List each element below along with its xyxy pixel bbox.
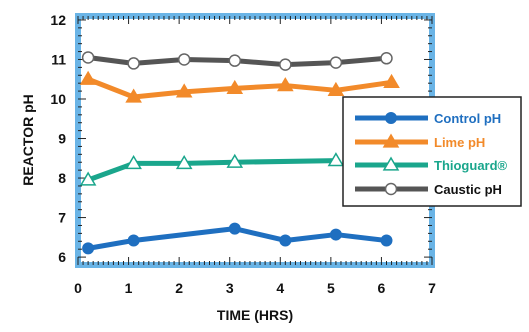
legend-label-control: Control pH — [434, 111, 501, 126]
data-point — [82, 242, 95, 255]
data-point — [79, 171, 97, 186]
legend-label-thioguard: Thioguard® — [434, 158, 508, 173]
data-point — [125, 88, 142, 103]
data-point — [380, 52, 393, 65]
x-tick-label: 3 — [226, 280, 234, 296]
legend-label-lime: Lime pH — [434, 135, 485, 150]
y-tick-label: 12 — [50, 12, 66, 28]
x-tick-label: 5 — [327, 280, 335, 296]
x-tick-label: 1 — [125, 280, 133, 296]
x-axis-title: TIME (HRS) — [217, 307, 293, 323]
y-tick-label: 8 — [58, 170, 66, 186]
legend-items — [355, 112, 428, 196]
legend-marker — [385, 112, 397, 124]
series-layer — [79, 51, 400, 255]
series-line — [87, 226, 387, 251]
data-point — [177, 53, 191, 66]
legend-marker — [382, 156, 400, 171]
x-tick-label: 4 — [276, 280, 284, 296]
data-point — [175, 154, 193, 170]
data-point — [329, 56, 343, 69]
legend-marker — [382, 133, 400, 148]
y-tick-label: 6 — [58, 249, 66, 265]
data-point — [125, 154, 142, 170]
data-point — [226, 79, 244, 94]
legend: Control pH Lime pH Thioguard® Caustic pH — [342, 96, 522, 207]
y-tick-label: 10 — [50, 91, 66, 107]
data-point — [380, 234, 393, 247]
y-tick-label: 7 — [58, 210, 66, 226]
data-point — [277, 77, 294, 92]
x-tick-label: 2 — [175, 280, 183, 296]
series-control-ph — [82, 222, 393, 255]
series-caustic-ph — [81, 51, 393, 71]
data-point — [327, 152, 345, 167]
data-point — [226, 153, 244, 168]
series-thioguard — [79, 152, 345, 186]
x-tick-label: 0 — [74, 280, 82, 296]
data-point — [175, 83, 193, 98]
y-tick-label: 11 — [51, 51, 66, 67]
data-point — [279, 234, 292, 247]
data-point — [228, 222, 241, 235]
data-point — [79, 70, 97, 85]
data-point — [329, 228, 342, 241]
data-point — [228, 54, 242, 67]
x-tick-label: 7 — [428, 280, 436, 296]
data-point — [279, 58, 292, 71]
data-point — [127, 234, 140, 247]
legend-marker — [384, 182, 398, 196]
series-lime-ph — [79, 70, 400, 103]
data-point — [127, 57, 140, 70]
y-tick-label: 9 — [58, 131, 66, 147]
legend-label-caustic: Caustic pH — [434, 182, 502, 197]
y-tick-labels: 6 7 8 9 10 11 12 — [50, 12, 66, 265]
data-point — [81, 51, 95, 64]
y-axis-title: REACTOR pH — [20, 94, 36, 186]
data-point — [327, 81, 345, 96]
x-tick-label: 6 — [378, 280, 386, 296]
data-point — [383, 73, 400, 89]
x-tick-labels: 0 1 2 3 4 5 6 7 — [74, 280, 436, 296]
